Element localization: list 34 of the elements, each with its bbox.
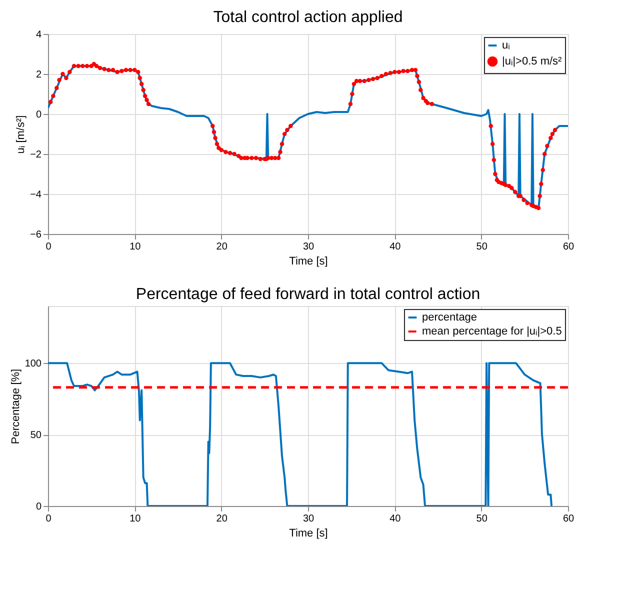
x-tick-label: 60 <box>562 514 574 524</box>
x-tick-label: 10 <box>130 242 142 252</box>
legend-label: percentage <box>422 312 478 324</box>
chart-title: Total control action applied <box>213 9 403 26</box>
x-tick-label: 40 <box>390 242 402 252</box>
x-tick-label: 60 <box>562 242 574 252</box>
y-tick-label: 2 <box>36 70 42 80</box>
y-tick-label: 4 <box>36 30 42 40</box>
legend-label: mean percentage for |uᵢ|>0.5 <box>422 326 562 338</box>
x-axis-title: Time [s] <box>289 256 328 268</box>
x-tick-label: 0 <box>46 514 52 524</box>
y-axis-title: uᵢ [m/s²] <box>15 115 28 154</box>
legend-label: uᵢ <box>502 40 510 52</box>
x-tick-label: 0 <box>46 242 52 252</box>
legend-label: |uᵢ|>0.5 m/s² <box>502 56 562 68</box>
y-tick-label: 50 <box>30 430 42 442</box>
y-axis-title: Percentage [%] <box>10 368 22 444</box>
x-tick-label: 10 <box>130 514 142 524</box>
y-tick-label: 0 <box>36 502 42 512</box>
y-tick-label: −6 <box>30 230 42 240</box>
y-tick-label: 100 <box>24 358 42 370</box>
x-axis-title: Time [s] <box>289 528 328 540</box>
x-tick-label: 20 <box>216 514 228 524</box>
x-tick-label: 30 <box>302 514 314 524</box>
x-tick-label: 30 <box>302 242 314 252</box>
line-series <box>48 362 553 506</box>
chart-title: Percentage of feed forward in total control action <box>136 286 480 303</box>
y-tick-label: 0 <box>36 110 42 120</box>
x-tick-label: 50 <box>476 242 488 252</box>
y-tick-label: −2 <box>30 150 42 160</box>
x-tick-label: 40 <box>390 514 402 524</box>
x-tick-label: 20 <box>216 242 228 252</box>
x-tick-label: 50 <box>476 514 488 524</box>
y-tick-label: −4 <box>30 190 42 200</box>
